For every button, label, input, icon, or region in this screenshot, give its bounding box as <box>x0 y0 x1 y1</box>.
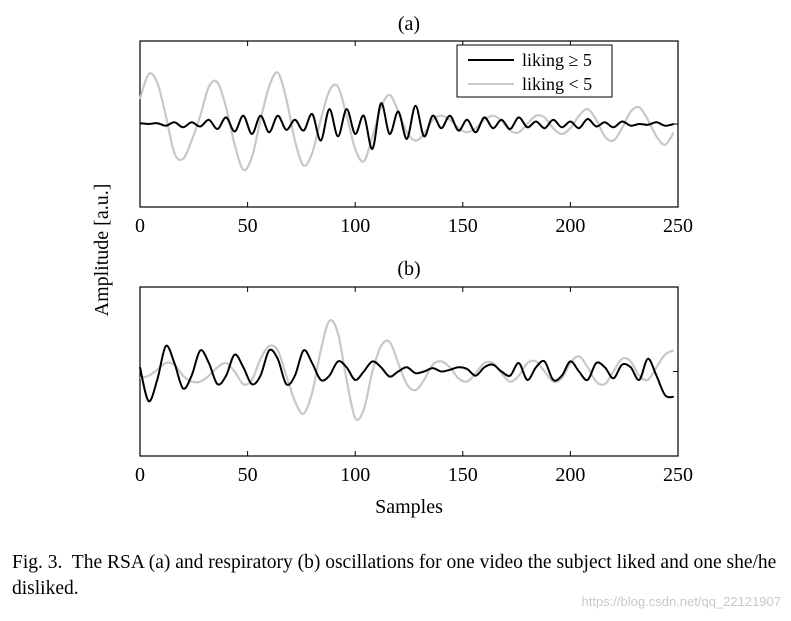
y-axis-label: Amplitude [a.u.] <box>91 184 113 317</box>
panel-b-x-tick-label: 0 <box>135 464 145 486</box>
panel-a-series-liking-high <box>139 102 674 150</box>
panel-b-ticks-group: 0 50 100 150 200 250 <box>135 287 693 486</box>
panel-b-x-tick-label: 200 <box>555 464 585 486</box>
panel-a-title: (a) <box>398 13 420 35</box>
panel-a-x-tick-label: 100 <box>340 215 370 237</box>
legend-box <box>456 44 613 98</box>
panel-b-x-tick-label: 250 <box>663 464 693 486</box>
panel-b-x-tick-label: 100 <box>340 464 370 486</box>
panel-a-x-tick-label: 250 <box>663 215 693 237</box>
panel-b: (b) 0 50 100 150 200 250 <box>135 258 693 486</box>
panel-b-series-liking-high <box>139 344 674 403</box>
panel-a: (a) 0 50 100 150 200 250 liking ≥ 5 liking < … <box>135 13 693 237</box>
panel-b-title: (b) <box>397 258 420 280</box>
panel-a-x-tick-label: 50 <box>238 215 258 237</box>
caption-text: The RSA (a) and respiratory (b) oscillat… <box>12 552 777 599</box>
panel-a-series-liking-low <box>138 71 675 172</box>
legend: liking ≥ 5 liking < 5 <box>456 44 613 98</box>
watermark: https://blog.csdn.net/qq_22121907 <box>581 594 782 609</box>
panel-b-x-tick-label: 150 <box>448 464 478 486</box>
panel-b-series-liking-low <box>139 319 675 421</box>
panel-b-axes-box <box>139 286 679 457</box>
panel-a-ticks-group: 0 50 100 150 200 250 <box>135 41 693 237</box>
caption-label: Fig. 3. <box>12 552 63 573</box>
panel-a-x-tick-label: 150 <box>448 215 478 237</box>
legend-label-liking-high: liking ≥ 5 <box>522 50 592 70</box>
legend-label-liking-low: liking < 5 <box>522 74 592 94</box>
panel-a-x-tick-label: 200 <box>555 215 585 237</box>
panel-a-x-tick-label: 0 <box>135 215 145 237</box>
panel-a-series-group <box>138 71 675 172</box>
panel-b-x-tick-label: 50 <box>238 464 258 486</box>
panel-b-series-group <box>139 319 675 421</box>
x-axis-label: Samples <box>375 496 443 518</box>
figure-caption: Fig. 3. The RSA (a) and respiratory (b) … <box>12 550 782 602</box>
